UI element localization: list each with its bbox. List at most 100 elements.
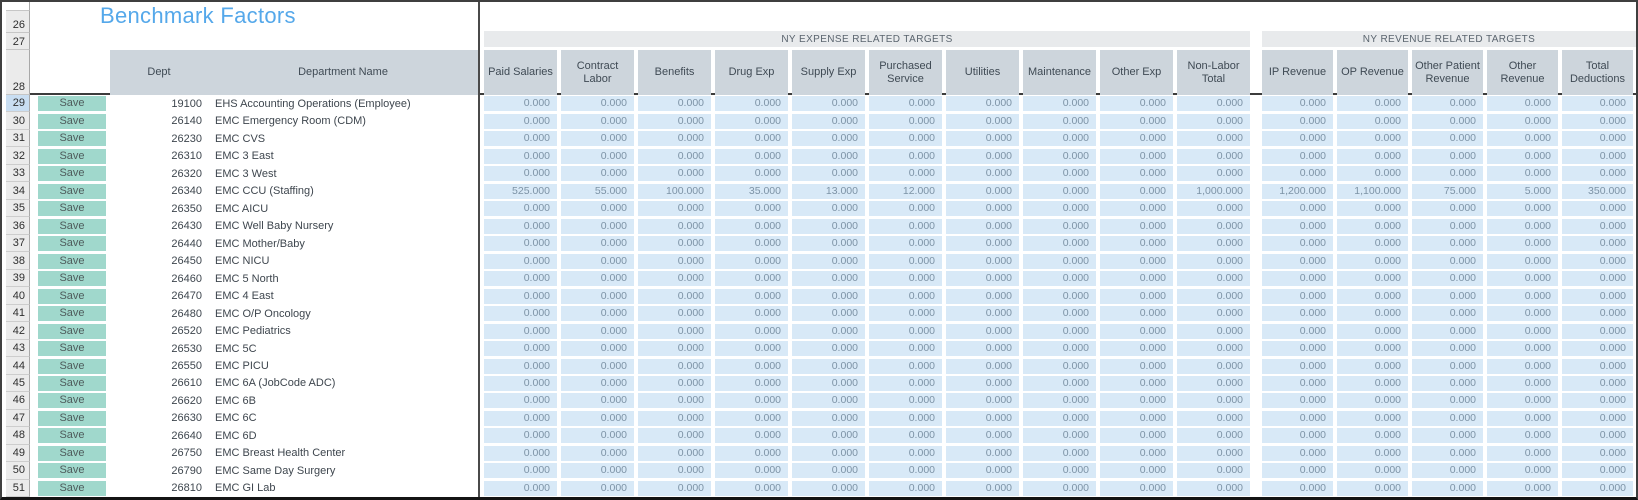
row-number[interactable]: 42 <box>6 322 30 340</box>
expense-value-cell[interactable]: 0.000 <box>1177 480 1250 496</box>
expense-value-cell[interactable]: 0.000 <box>484 236 557 252</box>
expense-value-cell[interactable]: 0.000 <box>1023 96 1096 112</box>
expense-value-cell[interactable]: 0.000 <box>792 306 865 322</box>
revenue-value-cell[interactable]: 0.000 <box>1337 96 1408 112</box>
expense-value-cell[interactable]: 0.000 <box>1023 236 1096 252</box>
revenue-value-cell[interactable]: 0.000 <box>1262 201 1333 217</box>
revenue-value-cell[interactable]: 0.000 <box>1487 166 1558 182</box>
revenue-value-cell[interactable]: 0.000 <box>1337 288 1408 304</box>
save-button[interactable]: Save <box>38 306 106 322</box>
expense-value-cell[interactable]: 0.000 <box>869 271 942 287</box>
revenue-value-cell[interactable]: 0.000 <box>1262 306 1333 322</box>
revenue-value-cell[interactable]: 0.000 <box>1262 253 1333 269</box>
expense-value-cell[interactable]: 0.000 <box>561 375 634 391</box>
expense-value-cell[interactable]: 0.000 <box>869 480 942 496</box>
expense-value-cell[interactable]: 0.000 <box>638 480 711 496</box>
expense-value-cell[interactable]: 0.000 <box>946 271 1019 287</box>
expense-value-cell[interactable]: 0.000 <box>869 201 942 217</box>
save-button[interactable]: Save <box>38 393 106 409</box>
expense-value-cell[interactable]: 0.000 <box>1100 253 1173 269</box>
expense-value-cell[interactable]: 0.000 <box>484 166 557 182</box>
expense-value-cell[interactable]: 0.000 <box>1023 131 1096 147</box>
expense-value-cell[interactable]: 0.000 <box>561 410 634 426</box>
expense-value-cell[interactable]: 0.000 <box>946 183 1019 199</box>
save-button[interactable]: Save <box>38 323 106 339</box>
revenue-value-cell[interactable]: 0.000 <box>1562 166 1633 182</box>
expense-value-cell[interactable]: 0.000 <box>715 288 788 304</box>
revenue-value-cell[interactable]: 0.000 <box>1337 271 1408 287</box>
row-number[interactable]: 29 <box>6 95 30 113</box>
expense-value-cell[interactable]: 0.000 <box>946 375 1019 391</box>
revenue-value-cell[interactable]: 0.000 <box>1487 323 1558 339</box>
expense-value-cell[interactable]: 0.000 <box>946 96 1019 112</box>
expense-value-cell[interactable]: 0.000 <box>638 341 711 357</box>
revenue-value-cell[interactable]: 0.000 <box>1337 253 1408 269</box>
revenue-value-cell[interactable]: 0.000 <box>1412 428 1483 444</box>
revenue-value-cell[interactable]: 0.000 <box>1412 393 1483 409</box>
expense-value-cell[interactable]: 0.000 <box>715 393 788 409</box>
revenue-value-cell[interactable]: 0.000 <box>1562 393 1633 409</box>
revenue-value-cell[interactable]: 0.000 <box>1562 236 1633 252</box>
expense-value-cell[interactable]: 0.000 <box>946 236 1019 252</box>
save-button[interactable]: Save <box>38 253 106 269</box>
save-button[interactable]: Save <box>38 341 106 357</box>
expense-value-cell[interactable]: 0.000 <box>792 253 865 269</box>
revenue-value-cell[interactable]: 0.000 <box>1412 480 1483 496</box>
expense-value-cell[interactable]: 0.000 <box>1023 410 1096 426</box>
revenue-value-cell[interactable]: 0.000 <box>1337 358 1408 374</box>
expense-value-cell[interactable]: 0.000 <box>561 288 634 304</box>
expense-value-cell[interactable]: 13.000 <box>792 183 865 199</box>
revenue-value-cell[interactable]: 0.000 <box>1337 236 1408 252</box>
revenue-value-cell[interactable]: 0.000 <box>1412 341 1483 357</box>
expense-value-cell[interactable]: 0.000 <box>1023 253 1096 269</box>
row-number[interactable]: 49 <box>6 444 30 463</box>
expense-value-cell[interactable]: 0.000 <box>946 306 1019 322</box>
expense-value-cell[interactable]: 0.000 <box>561 218 634 234</box>
expense-value-cell[interactable]: 0.000 <box>561 201 634 217</box>
revenue-value-cell[interactable]: 0.000 <box>1487 113 1558 129</box>
expense-value-cell[interactable]: 0.000 <box>484 463 557 479</box>
revenue-value-cell[interactable]: 0.000 <box>1412 113 1483 129</box>
expense-value-cell[interactable]: 0.000 <box>484 218 557 234</box>
expense-value-cell[interactable]: 0.000 <box>484 271 557 287</box>
revenue-value-cell[interactable]: 0.000 <box>1337 428 1408 444</box>
expense-value-cell[interactable]: 0.000 <box>869 410 942 426</box>
revenue-value-cell[interactable]: 0.000 <box>1412 358 1483 374</box>
expense-value-cell[interactable]: 0.000 <box>1023 306 1096 322</box>
expense-value-cell[interactable]: 0.000 <box>1023 288 1096 304</box>
expense-value-cell[interactable]: 0.000 <box>1023 393 1096 409</box>
expense-value-cell[interactable]: 0.000 <box>946 201 1019 217</box>
expense-value-cell[interactable]: 0.000 <box>1100 463 1173 479</box>
revenue-value-cell[interactable]: 0.000 <box>1562 306 1633 322</box>
expense-value-cell[interactable]: 0.000 <box>792 445 865 461</box>
revenue-value-cell[interactable]: 0.000 <box>1562 428 1633 444</box>
expense-value-cell[interactable]: 0.000 <box>561 323 634 339</box>
expense-value-cell[interactable]: 0.000 <box>792 393 865 409</box>
expense-value-cell[interactable]: 0.000 <box>1023 323 1096 339</box>
expense-value-cell[interactable]: 0.000 <box>1023 358 1096 374</box>
expense-value-cell[interactable]: 0.000 <box>792 271 865 287</box>
expense-value-cell[interactable]: 0.000 <box>1100 393 1173 409</box>
expense-value-cell[interactable]: 0.000 <box>1177 253 1250 269</box>
expense-value-cell[interactable]: 0.000 <box>1023 148 1096 164</box>
revenue-value-cell[interactable]: 0.000 <box>1262 393 1333 409</box>
revenue-value-cell[interactable]: 0.000 <box>1337 341 1408 357</box>
revenue-value-cell[interactable]: 0.000 <box>1487 218 1558 234</box>
expense-value-cell[interactable]: 0.000 <box>715 306 788 322</box>
expense-value-cell[interactable]: 0.000 <box>561 341 634 357</box>
revenue-value-cell[interactable]: 0.000 <box>1562 113 1633 129</box>
revenue-value-cell[interactable]: 0.000 <box>1262 323 1333 339</box>
revenue-value-cell[interactable]: 0.000 <box>1337 375 1408 391</box>
revenue-value-cell[interactable]: 0.000 <box>1262 445 1333 461</box>
expense-value-cell[interactable]: 0.000 <box>715 271 788 287</box>
expense-value-cell[interactable]: 0.000 <box>792 323 865 339</box>
expense-value-cell[interactable]: 0.000 <box>484 375 557 391</box>
expense-value-cell[interactable]: 0.000 <box>946 393 1019 409</box>
row-number[interactable]: 35 <box>6 199 30 218</box>
expense-value-cell[interactable]: 55.000 <box>561 183 634 199</box>
expense-value-cell[interactable]: 0.000 <box>484 393 557 409</box>
expense-value-cell[interactable]: 0.000 <box>946 410 1019 426</box>
expense-value-cell[interactable]: 0.000 <box>1100 183 1173 199</box>
revenue-value-cell[interactable]: 0.000 <box>1262 113 1333 129</box>
expense-value-cell[interactable]: 0.000 <box>869 166 942 182</box>
